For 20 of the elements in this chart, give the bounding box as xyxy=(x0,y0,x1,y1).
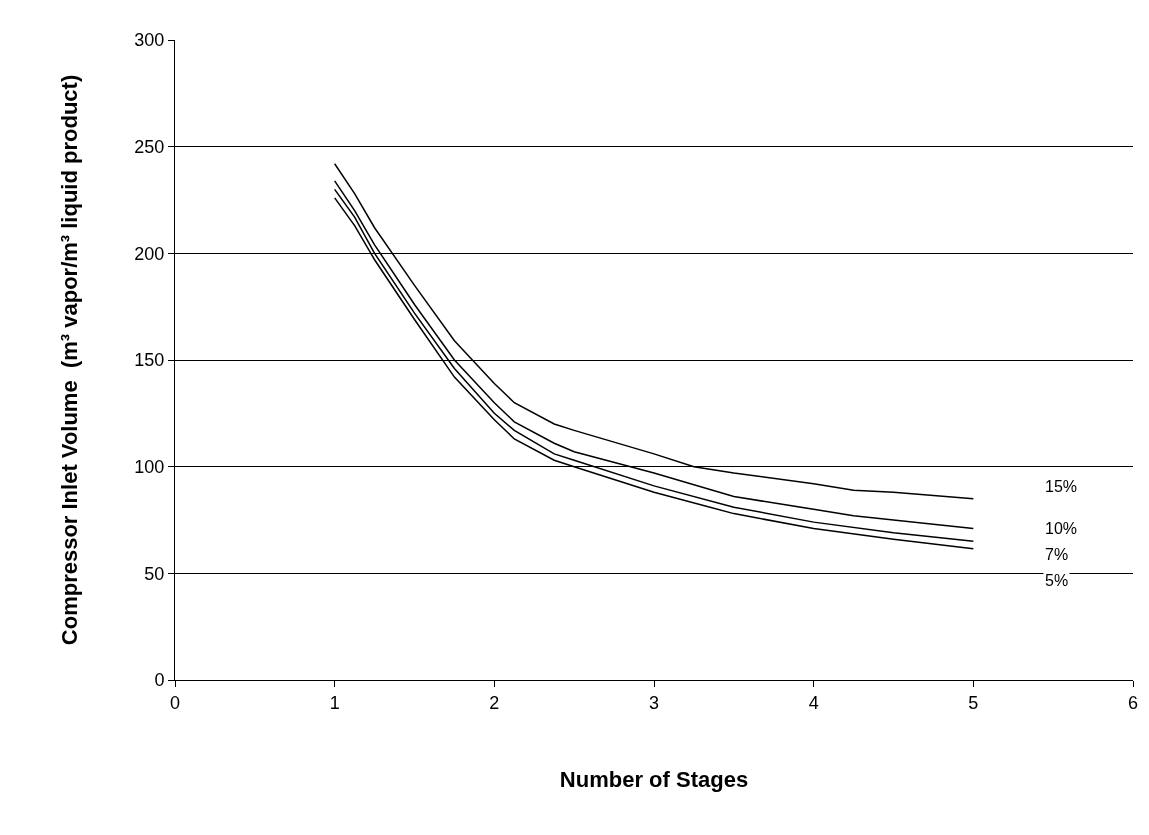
x-tick-label: 5 xyxy=(968,692,979,713)
text: 5% xyxy=(1045,572,1069,589)
y-tick-label: 100 xyxy=(134,456,165,477)
y-tick-label: 150 xyxy=(134,350,165,371)
x-tick-label: 0 xyxy=(169,692,181,713)
y-tick-label: 250 xyxy=(134,136,165,157)
y-tick-label: 300 xyxy=(134,30,165,51)
x-tick-label: 3 xyxy=(648,692,660,713)
text: 15% xyxy=(1045,478,1078,495)
y-tick-label: 200 xyxy=(134,243,165,264)
x-tick-label: 6 xyxy=(1127,692,1139,713)
text: 7% xyxy=(1045,546,1069,563)
text: 10% xyxy=(1045,520,1078,537)
y-tick-label: 50 xyxy=(144,563,165,584)
y-tick-label: 0 xyxy=(154,670,165,691)
y-axis-title: Compressor Inlet Volume (m³ vapor/m³ liquid product) xyxy=(57,74,83,646)
x-tick-label: 1 xyxy=(329,692,340,713)
x-axis-title: Number of Stages xyxy=(559,767,749,793)
x-tick-label: 2 xyxy=(489,692,500,713)
x-tick-label: 4 xyxy=(808,692,819,713)
